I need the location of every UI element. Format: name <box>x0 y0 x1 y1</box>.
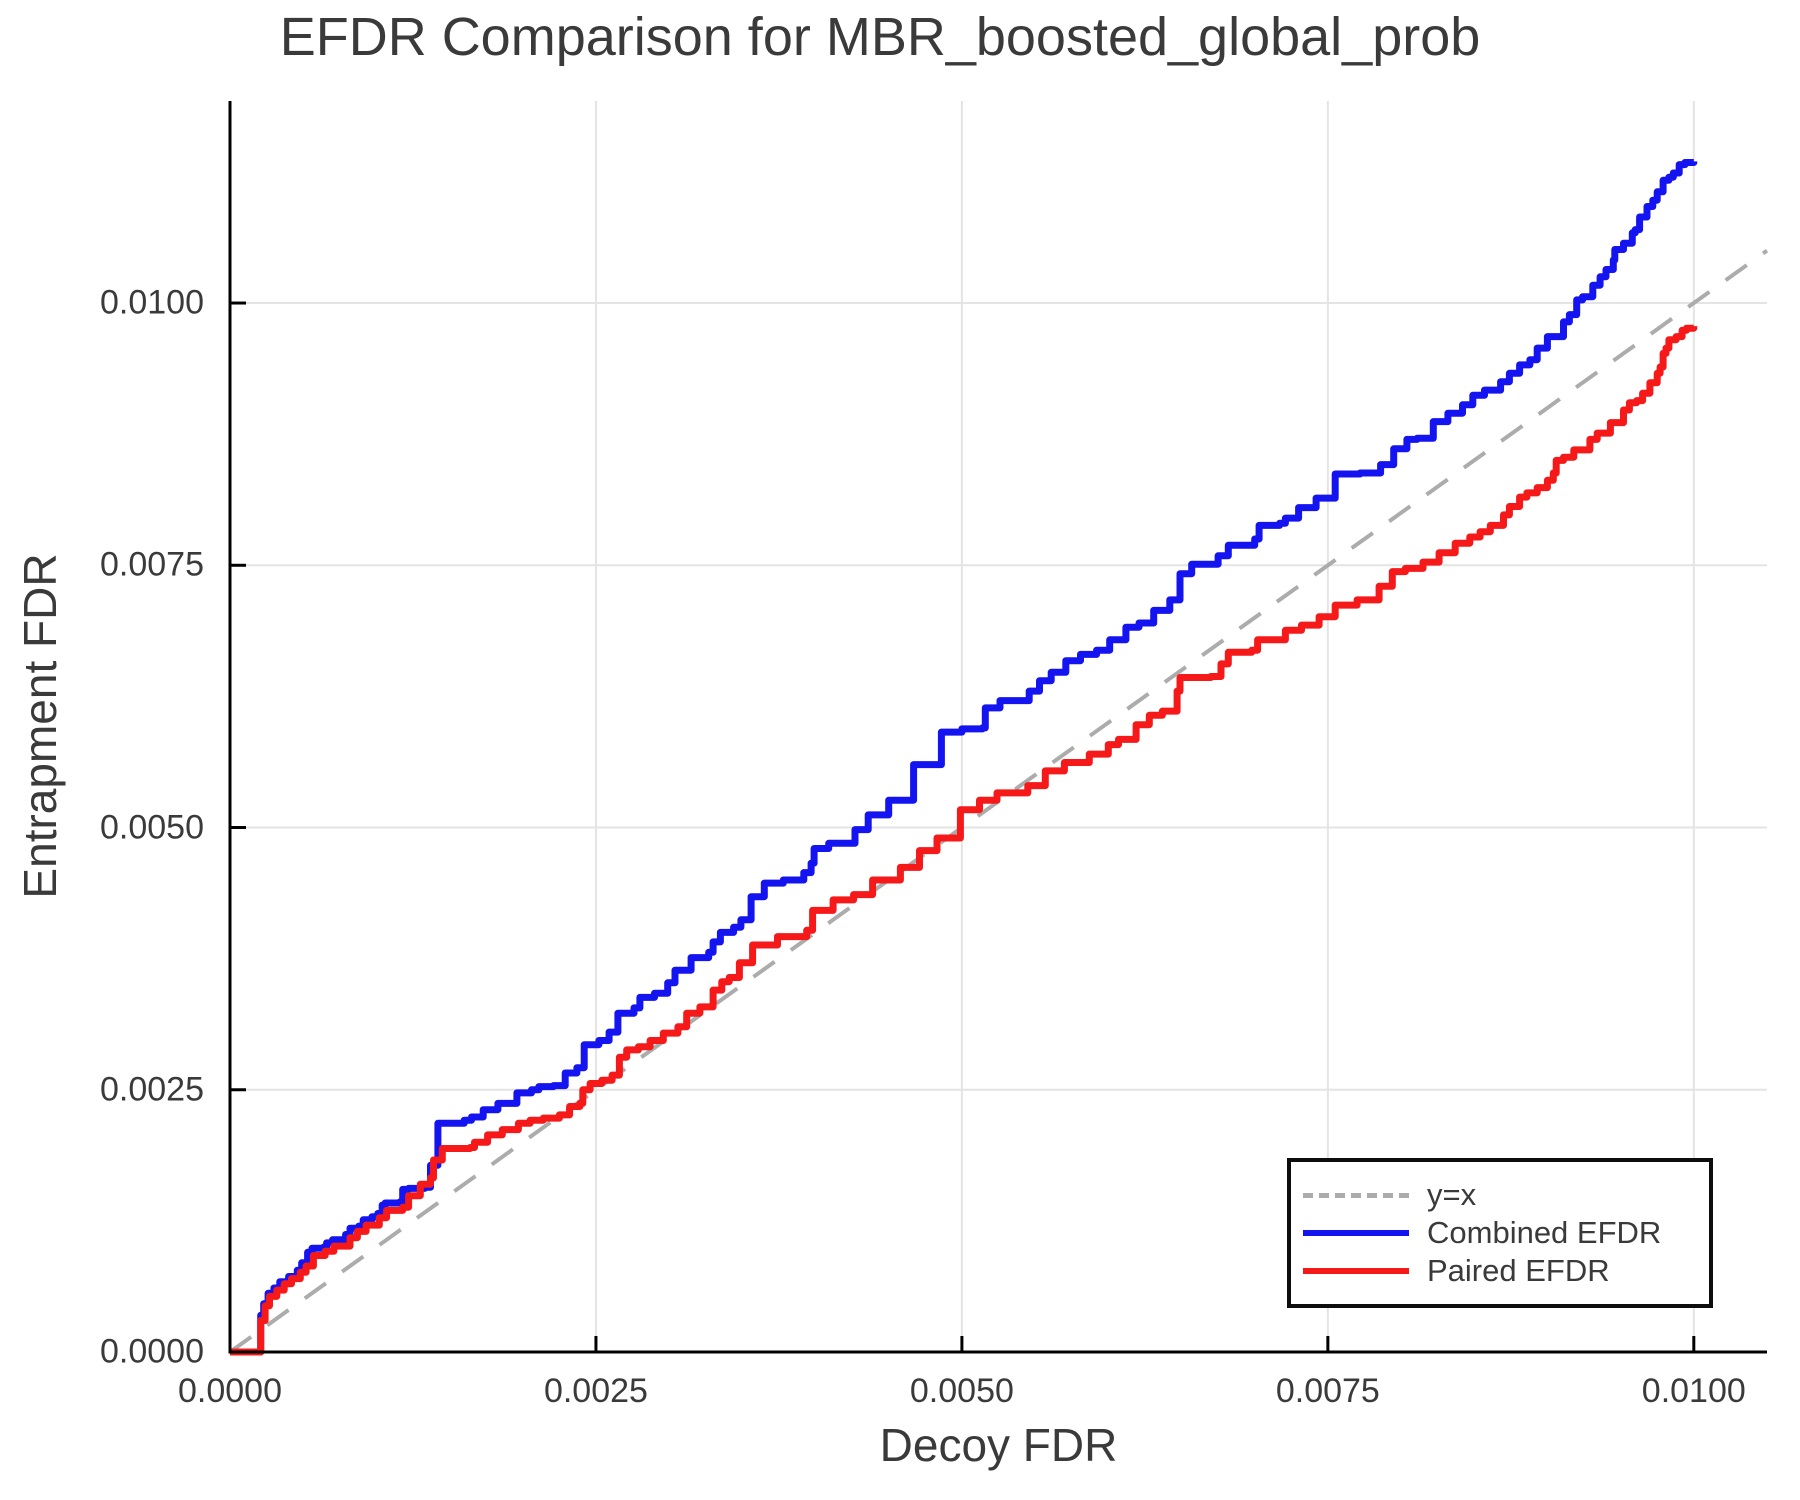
y-tick-label: 0.0075 <box>100 545 204 584</box>
y-tick-label: 0.0100 <box>100 283 204 322</box>
y-tick-label: 0.0050 <box>100 808 204 847</box>
legend-swatch-diagonal <box>1303 1192 1409 1198</box>
series-line-paired-efdr <box>230 324 1698 1356</box>
y-tick-label: 0.0000 <box>100 1332 204 1371</box>
legend: y=x Combined EFDR Paired EFDR <box>1287 1158 1713 1308</box>
legend-label-diagonal: y=x <box>1427 1177 1477 1212</box>
legend-label-combined: Combined EFDR <box>1427 1215 1662 1250</box>
chart-title: EFDR Comparison for MBR_boosted_global_p… <box>279 7 1481 67</box>
legend-row-combined: Combined EFDR <box>1303 1215 1709 1250</box>
legend-row-paired: Paired EFDR <box>1303 1253 1709 1288</box>
x-tick-label: 0.0100 <box>1641 1372 1746 1410</box>
x-tick-label: 0.0000 <box>178 1372 282 1410</box>
series-line-combined-efdr <box>230 159 1698 1356</box>
x-axis-label: Decoy FDR <box>879 1419 1118 1471</box>
x-tick-label: 0.0025 <box>543 1372 648 1410</box>
legend-row-diagonal: y=x <box>1303 1177 1709 1212</box>
x-tick-label: 0.0075 <box>1275 1372 1380 1410</box>
y-tick-label: 0.0025 <box>100 1070 204 1109</box>
legend-label-paired: Paired EFDR <box>1427 1253 1610 1288</box>
legend-swatch-paired <box>1303 1268 1409 1274</box>
x-tick-label: 0.0050 <box>909 1372 1014 1410</box>
legend-swatch-combined <box>1303 1230 1409 1236</box>
